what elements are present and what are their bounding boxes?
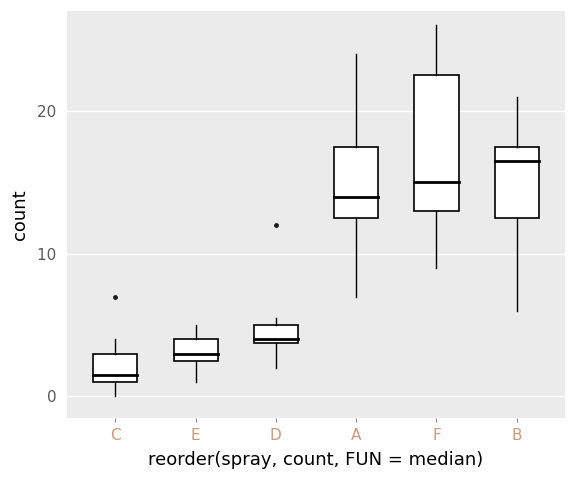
X-axis label: reorder(spray, count, FUN = median): reorder(spray, count, FUN = median) xyxy=(149,451,484,469)
Bar xyxy=(414,75,458,211)
Bar xyxy=(334,147,378,218)
Bar xyxy=(254,325,298,343)
Y-axis label: count: count xyxy=(11,189,29,240)
Bar xyxy=(495,147,539,218)
Bar xyxy=(173,339,218,361)
Bar xyxy=(93,354,137,382)
